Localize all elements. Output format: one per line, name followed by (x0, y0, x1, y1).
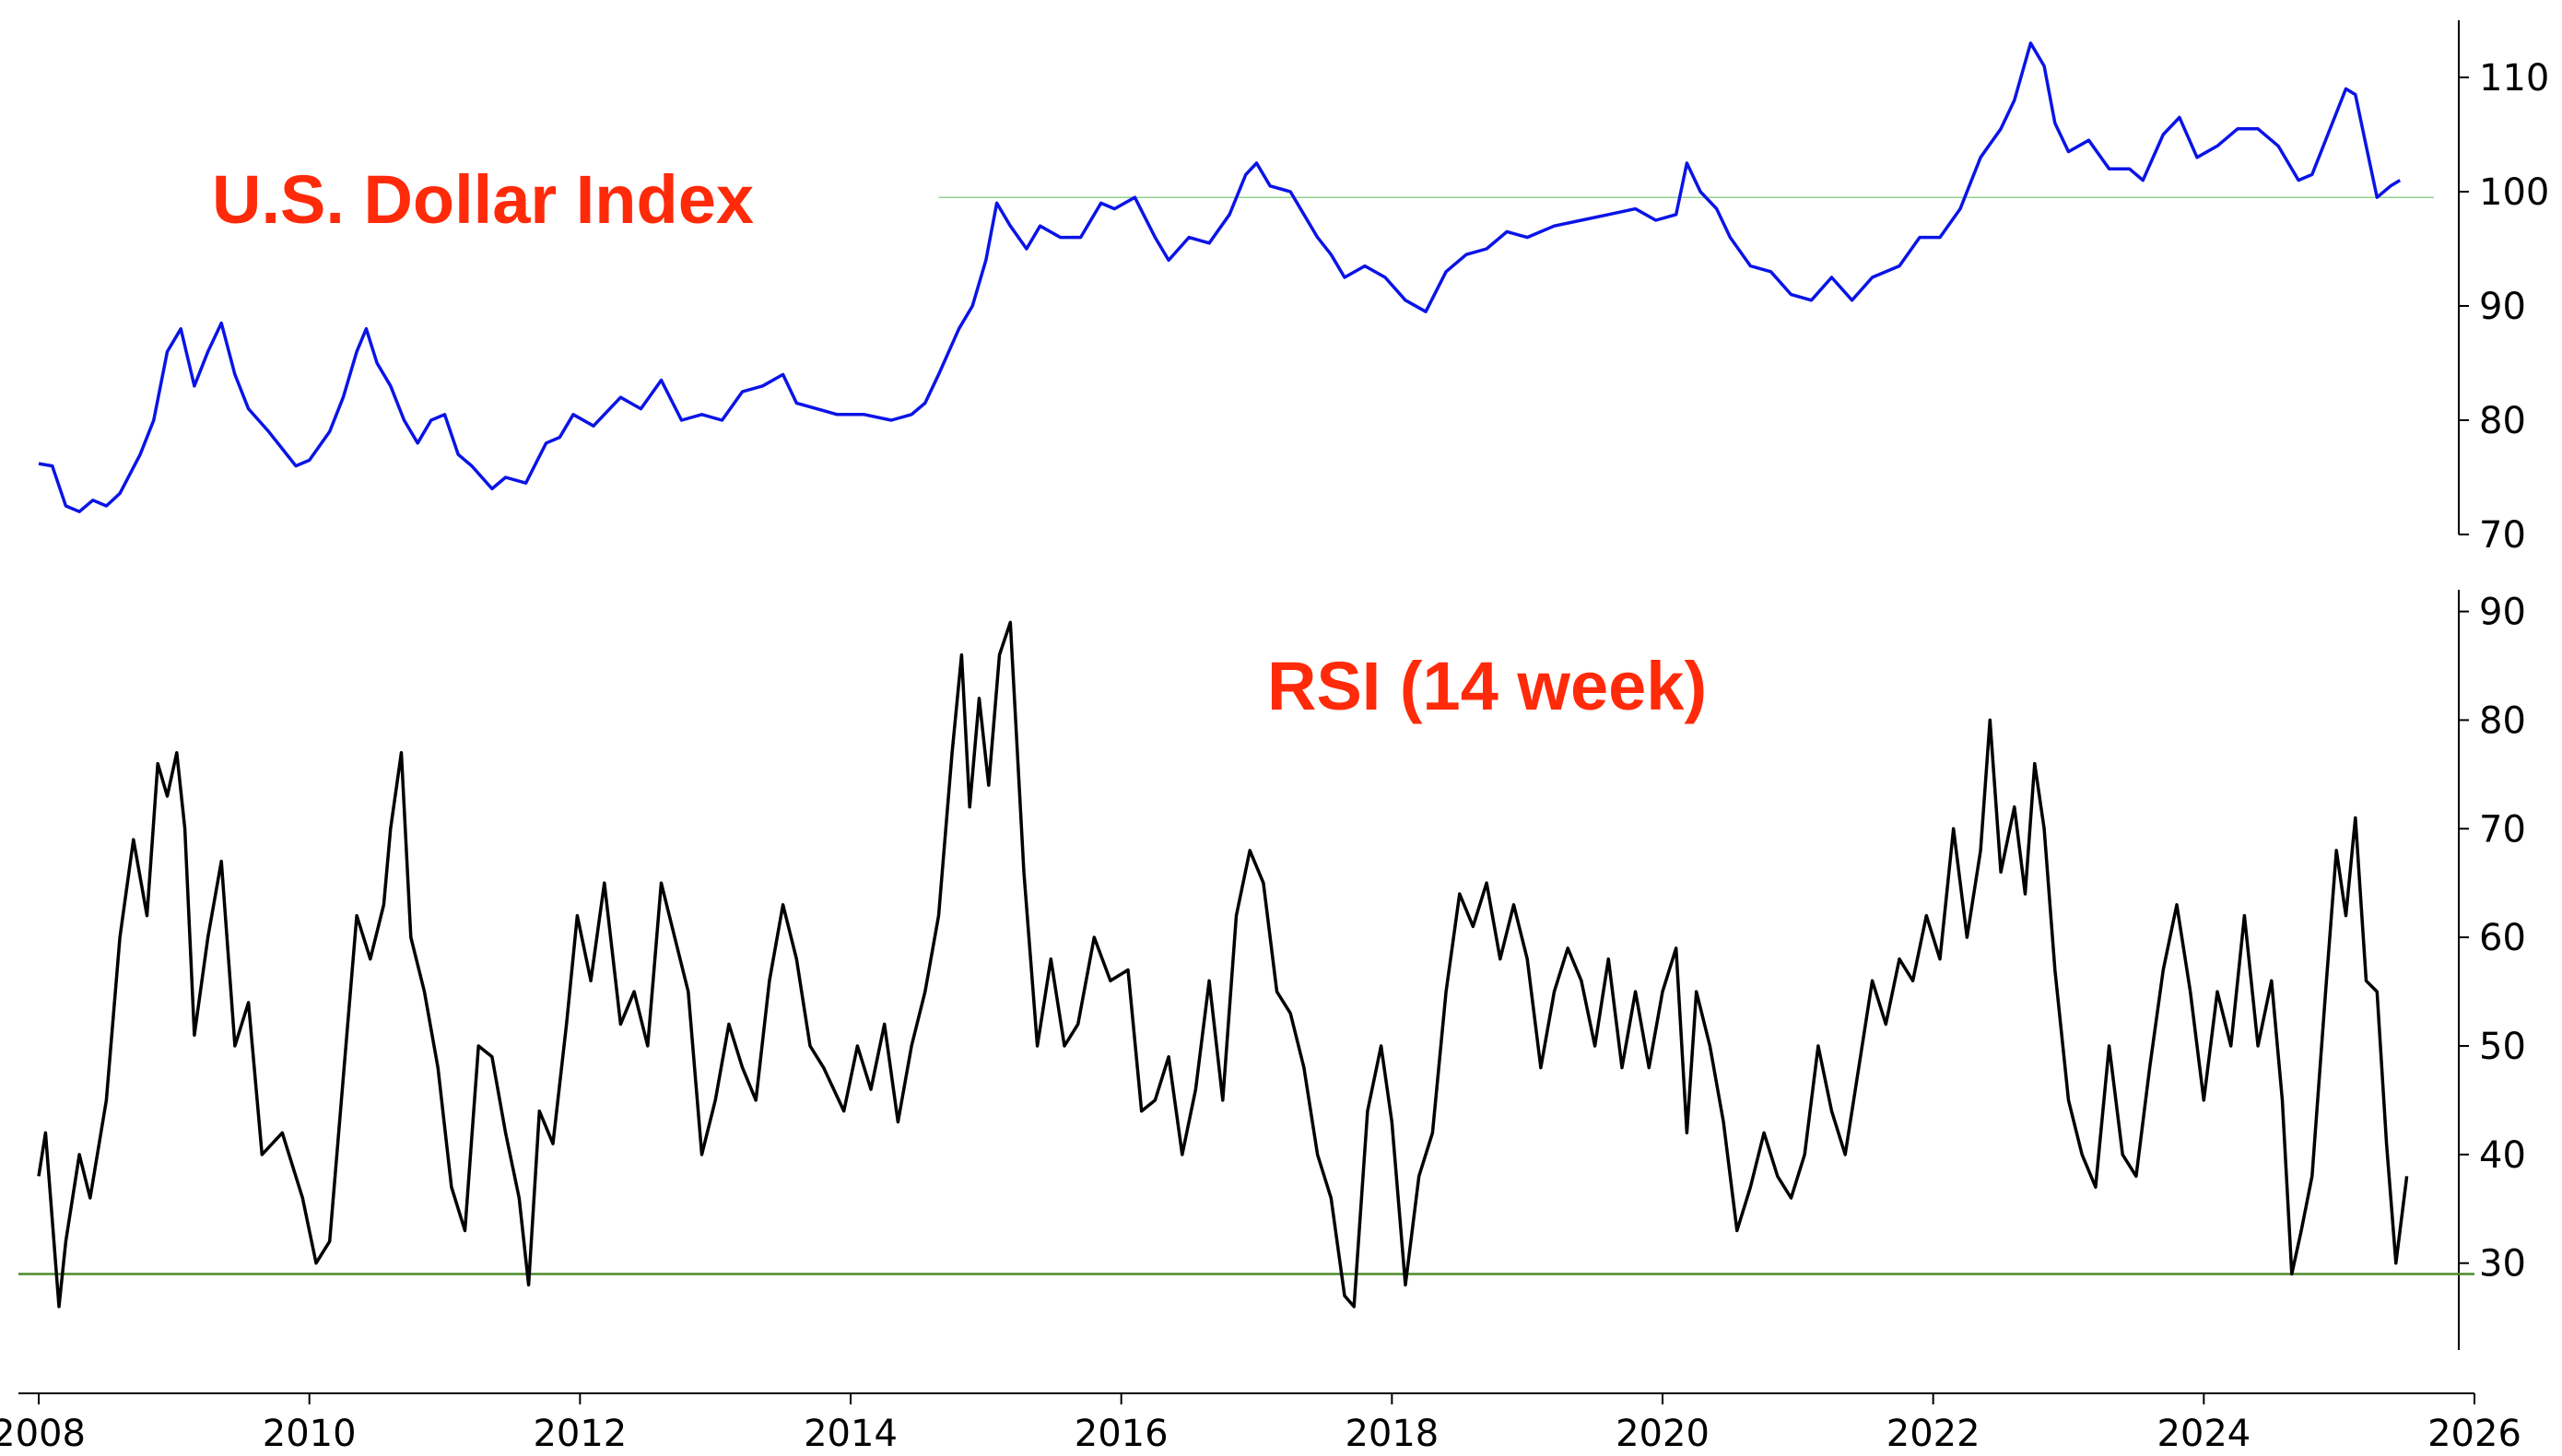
y-tick-label: 50 (2479, 1026, 2526, 1068)
rsi-series-line (37, 620, 2409, 1309)
x-axis: 2008 2010 2012 2014 2016 2018 2020 2022 2024 2026 (0, 1392, 2521, 1455)
y-tick-label: 80 (2479, 699, 2526, 742)
x-tick-label: 2010 (263, 1413, 357, 1455)
rsi-title: RSI (14 week) (1267, 648, 1707, 724)
x-tick-label: 2024 (2157, 1413, 2251, 1455)
y-tick-label: 100 (2479, 171, 2549, 214)
rsi-panel: 30 40 50 60 70 80 90 (18, 590, 2526, 1350)
x-tick-label: 2026 (2427, 1413, 2521, 1455)
x-tick-label: 2018 (1345, 1413, 1439, 1455)
usd-index-panel: 70 80 90 100 110 (38, 20, 2549, 557)
y-tick-label: 80 (2479, 400, 2526, 442)
x-tick-label: 2016 (1075, 1413, 1169, 1455)
x-tick-label: 2012 (533, 1413, 627, 1455)
x-tick-label: 2008 (0, 1413, 86, 1455)
y-tick-label: 60 (2479, 917, 2526, 959)
x-tick-label: 2014 (804, 1413, 898, 1455)
y-tick-label: 90 (2479, 592, 2526, 634)
y-tick-label: 40 (2479, 1134, 2526, 1177)
x-tick-label: 2022 (1886, 1413, 1980, 1455)
y-tick-label: 90 (2479, 286, 2526, 328)
x-tick-label: 2020 (1616, 1413, 1710, 1455)
usd-index-title: U.S. Dollar Index (212, 161, 754, 238)
usd-index-series-line (38, 41, 2402, 513)
y-tick-label: 70 (2479, 514, 2526, 557)
y-tick-label: 110 (2479, 57, 2549, 100)
y-tick-label: 70 (2479, 808, 2526, 851)
y-tick-label: 30 (2479, 1243, 2526, 1286)
